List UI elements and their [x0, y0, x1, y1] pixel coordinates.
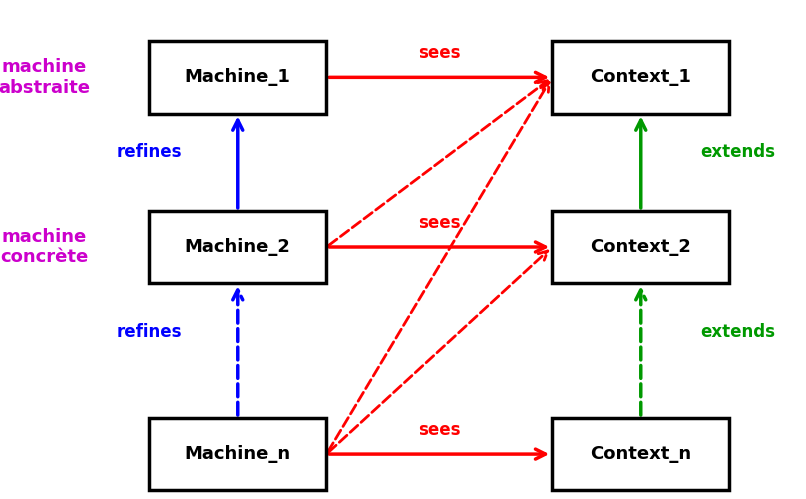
FancyBboxPatch shape: [149, 418, 326, 490]
FancyBboxPatch shape: [552, 211, 729, 283]
Text: refines: refines: [116, 323, 182, 341]
FancyBboxPatch shape: [149, 41, 326, 114]
FancyBboxPatch shape: [552, 41, 729, 114]
Text: refines: refines: [116, 143, 182, 161]
Text: sees: sees: [418, 214, 460, 232]
Text: Machine_n: Machine_n: [185, 445, 291, 463]
Text: Machine_2: Machine_2: [185, 238, 291, 256]
Text: sees: sees: [418, 421, 460, 439]
Text: extends: extends: [700, 323, 775, 341]
FancyBboxPatch shape: [552, 418, 729, 490]
Text: machine
abstraite: machine abstraite: [0, 58, 90, 97]
Text: extends: extends: [700, 143, 775, 161]
Text: Context_n: Context_n: [590, 445, 692, 463]
Text: Context_1: Context_1: [590, 68, 692, 86]
FancyBboxPatch shape: [149, 211, 326, 283]
Text: machine
concrète: machine concrète: [0, 228, 89, 266]
Text: Machine_1: Machine_1: [185, 68, 291, 86]
Text: Context_2: Context_2: [590, 238, 692, 256]
Text: sees: sees: [418, 44, 460, 62]
